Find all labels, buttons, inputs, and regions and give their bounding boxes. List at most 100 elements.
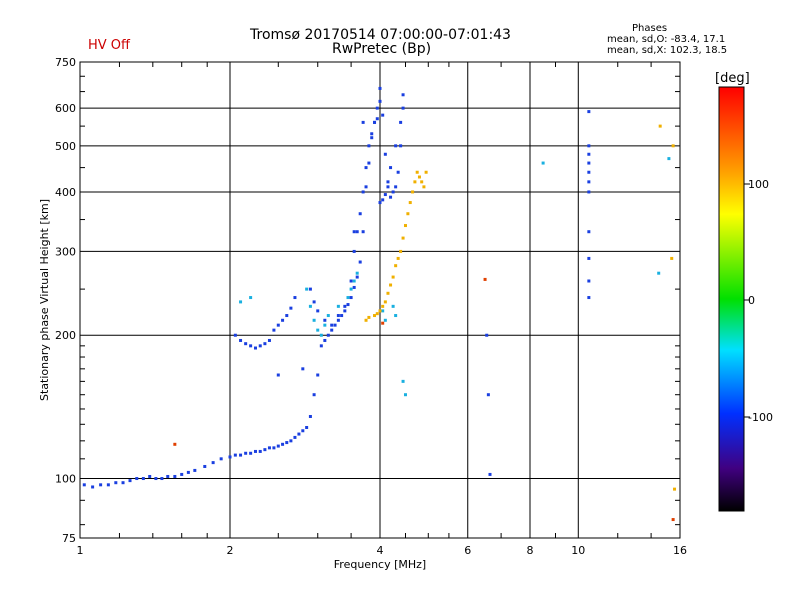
grid-lines	[80, 62, 680, 538]
data-point	[312, 318, 316, 322]
data-point	[401, 106, 405, 110]
data-point	[671, 144, 675, 148]
data-point	[401, 236, 405, 240]
data-point	[135, 477, 139, 481]
y-tick-labels: 750 600 500 400 300 200 100 75	[55, 56, 76, 545]
data-point	[391, 275, 395, 279]
data-point	[378, 99, 382, 103]
data-point	[415, 170, 419, 174]
data-point	[249, 451, 253, 455]
data-point	[326, 314, 330, 318]
data-point	[424, 170, 428, 174]
data-point	[352, 279, 356, 283]
data-point	[386, 180, 390, 184]
data-point	[312, 300, 316, 304]
data-point	[166, 474, 170, 478]
data-point	[364, 166, 368, 170]
x-tick-label: 4	[377, 544, 384, 557]
data-point	[305, 287, 309, 291]
data-point	[173, 442, 177, 446]
y-tick-label: 300	[55, 245, 76, 258]
hv-status: HV Off	[88, 38, 130, 53]
y-tick-label: 75	[62, 532, 76, 545]
data-point	[587, 190, 591, 194]
data-point	[349, 296, 353, 300]
data-point	[587, 180, 591, 184]
y-tick-label: 200	[55, 329, 76, 342]
data-point	[343, 309, 347, 313]
data-point	[394, 144, 398, 148]
data-point	[249, 296, 253, 300]
x-tick-label: 8	[527, 544, 534, 557]
data-point	[355, 275, 359, 279]
minor-ticks	[80, 62, 680, 538]
data-point	[323, 323, 327, 327]
data-point	[394, 314, 398, 318]
data-point	[358, 212, 362, 216]
data-point	[186, 470, 190, 474]
data-point	[323, 318, 327, 322]
data-point	[154, 477, 158, 481]
data-point	[343, 304, 347, 308]
data-point	[99, 483, 103, 487]
data-point	[340, 314, 344, 318]
data-point	[272, 446, 276, 450]
colorbar-tick-label: 0	[748, 294, 755, 307]
data-point	[367, 315, 371, 319]
data-point	[316, 373, 320, 377]
data-point	[281, 442, 285, 446]
data-point	[413, 180, 417, 184]
data-point	[263, 448, 267, 452]
data-point	[330, 328, 334, 332]
data-point	[336, 304, 340, 308]
data-points	[82, 86, 677, 522]
data-point	[316, 328, 320, 332]
data-point	[378, 201, 382, 205]
x-axis-label: Frequency [MHz]	[334, 558, 426, 571]
data-point	[364, 185, 368, 189]
y-axis-label: Stationary phase Virtual Height [km]	[38, 199, 51, 401]
data-point	[228, 455, 232, 459]
data-point	[160, 477, 164, 481]
data-point	[233, 333, 237, 337]
data-point	[375, 312, 379, 316]
data-point	[106, 483, 110, 487]
data-point	[114, 481, 118, 485]
data-point	[267, 338, 271, 342]
chart-subtitle: RwPretec (Bp)	[332, 41, 432, 57]
data-point	[308, 304, 312, 308]
y-tick-label: 100	[55, 473, 76, 486]
data-point	[381, 113, 385, 117]
data-point	[383, 318, 387, 322]
data-point	[386, 185, 390, 189]
data-point	[233, 453, 237, 457]
chart-title: Tromsø 20170514 07:00:00-07:01:43	[250, 27, 511, 43]
data-point	[383, 152, 387, 156]
data-point	[293, 435, 297, 439]
data-point	[346, 296, 350, 300]
data-point	[289, 439, 293, 443]
data-point	[349, 279, 353, 283]
data-point	[396, 170, 400, 174]
data-point	[541, 161, 545, 165]
data-point	[375, 106, 379, 110]
data-point	[253, 449, 257, 453]
data-point	[587, 152, 591, 156]
data-point	[373, 120, 377, 124]
data-point	[587, 144, 591, 148]
x-tick-label: 1	[77, 544, 84, 557]
data-point	[381, 321, 385, 325]
data-point	[399, 120, 403, 124]
data-point	[358, 260, 362, 264]
data-point	[485, 333, 489, 337]
data-point	[671, 518, 675, 522]
data-point	[301, 367, 305, 371]
data-point	[422, 185, 426, 189]
data-point	[148, 474, 152, 478]
data-point	[312, 393, 316, 397]
data-point	[673, 487, 677, 491]
data-point	[411, 190, 415, 194]
data-point	[370, 136, 374, 140]
data-point	[355, 230, 359, 234]
data-point	[378, 86, 382, 90]
